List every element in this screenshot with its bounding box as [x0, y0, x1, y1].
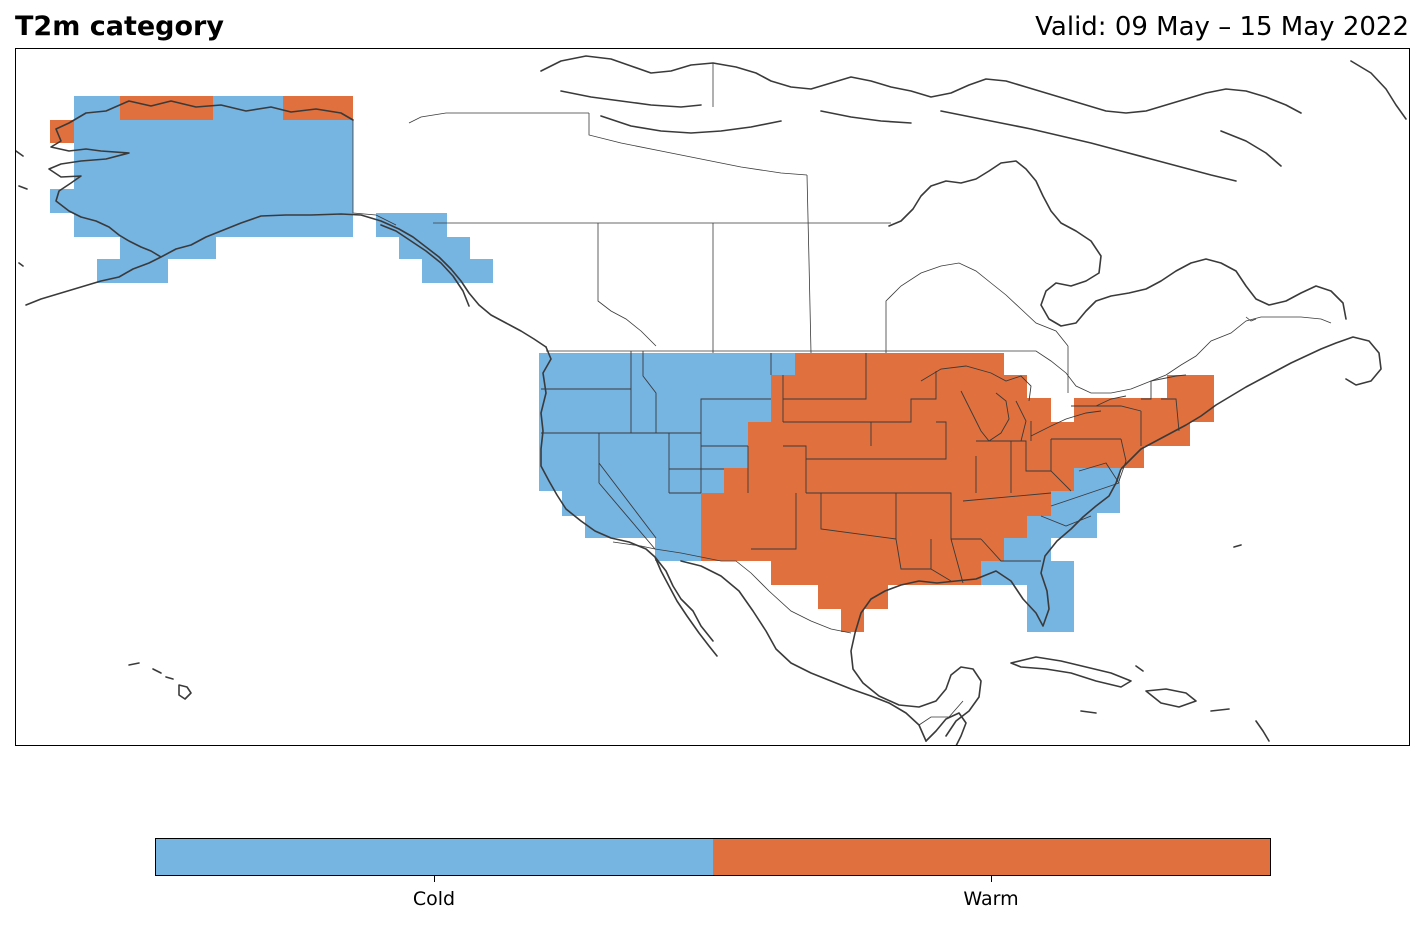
us-state-borders	[541, 351, 1187, 584]
great-lakes-outline	[920, 365, 1127, 442]
caribbean-islands	[1010, 544, 1270, 742]
hawaii-islands	[128, 662, 192, 700]
coastlines	[16, 55, 1407, 745]
map-canvas	[16, 55, 1407, 745]
gulf-coastline	[850, 336, 1382, 737]
category-colorbar	[155, 838, 1271, 876]
colorbar-tick-cold	[434, 876, 435, 882]
colorbar-tick-warm	[991, 876, 992, 882]
colorbar-label-warm: Warm	[963, 888, 1019, 910]
colorbar-label-cold: Cold	[412, 888, 456, 910]
colorbar-warm-segment	[713, 839, 1270, 875]
map-panel	[15, 48, 1410, 746]
hudson-bay-coastline	[888, 160, 1347, 327]
state-borders-west	[541, 351, 771, 550]
alaska-warm-region	[50, 96, 353, 143]
central-america-coastline	[925, 712, 967, 745]
state-borders-central	[747, 353, 1187, 584]
alaska-cold-region	[50, 96, 493, 283]
colorbar-cold-segment	[156, 839, 713, 875]
alaska-warm-cell-east	[283, 96, 353, 120]
alaska-islands	[16, 150, 470, 307]
canada-west-coastline	[540, 346, 927, 742]
alaska-panhandle-cold-cells	[376, 213, 493, 283]
canada-provincial-borders	[408, 63, 1257, 393]
valid-date-range: Valid: 09 May – 15 May 2022	[1035, 12, 1409, 42]
alaska-warm-cell-coast	[50, 120, 74, 143]
alaska-canada-border	[352, 120, 397, 226]
conus-warm-cells	[701, 353, 1214, 632]
map-title: T2m category	[15, 11, 224, 42]
arctic-islands-coastline	[540, 55, 1407, 182]
alaska-cold-cells	[50, 96, 353, 283]
central-america-border	[918, 700, 964, 726]
alaska-coastline	[25, 100, 547, 348]
alaska-warm-cell-west	[120, 96, 213, 120]
conus-cold-west-cells	[539, 353, 795, 561]
